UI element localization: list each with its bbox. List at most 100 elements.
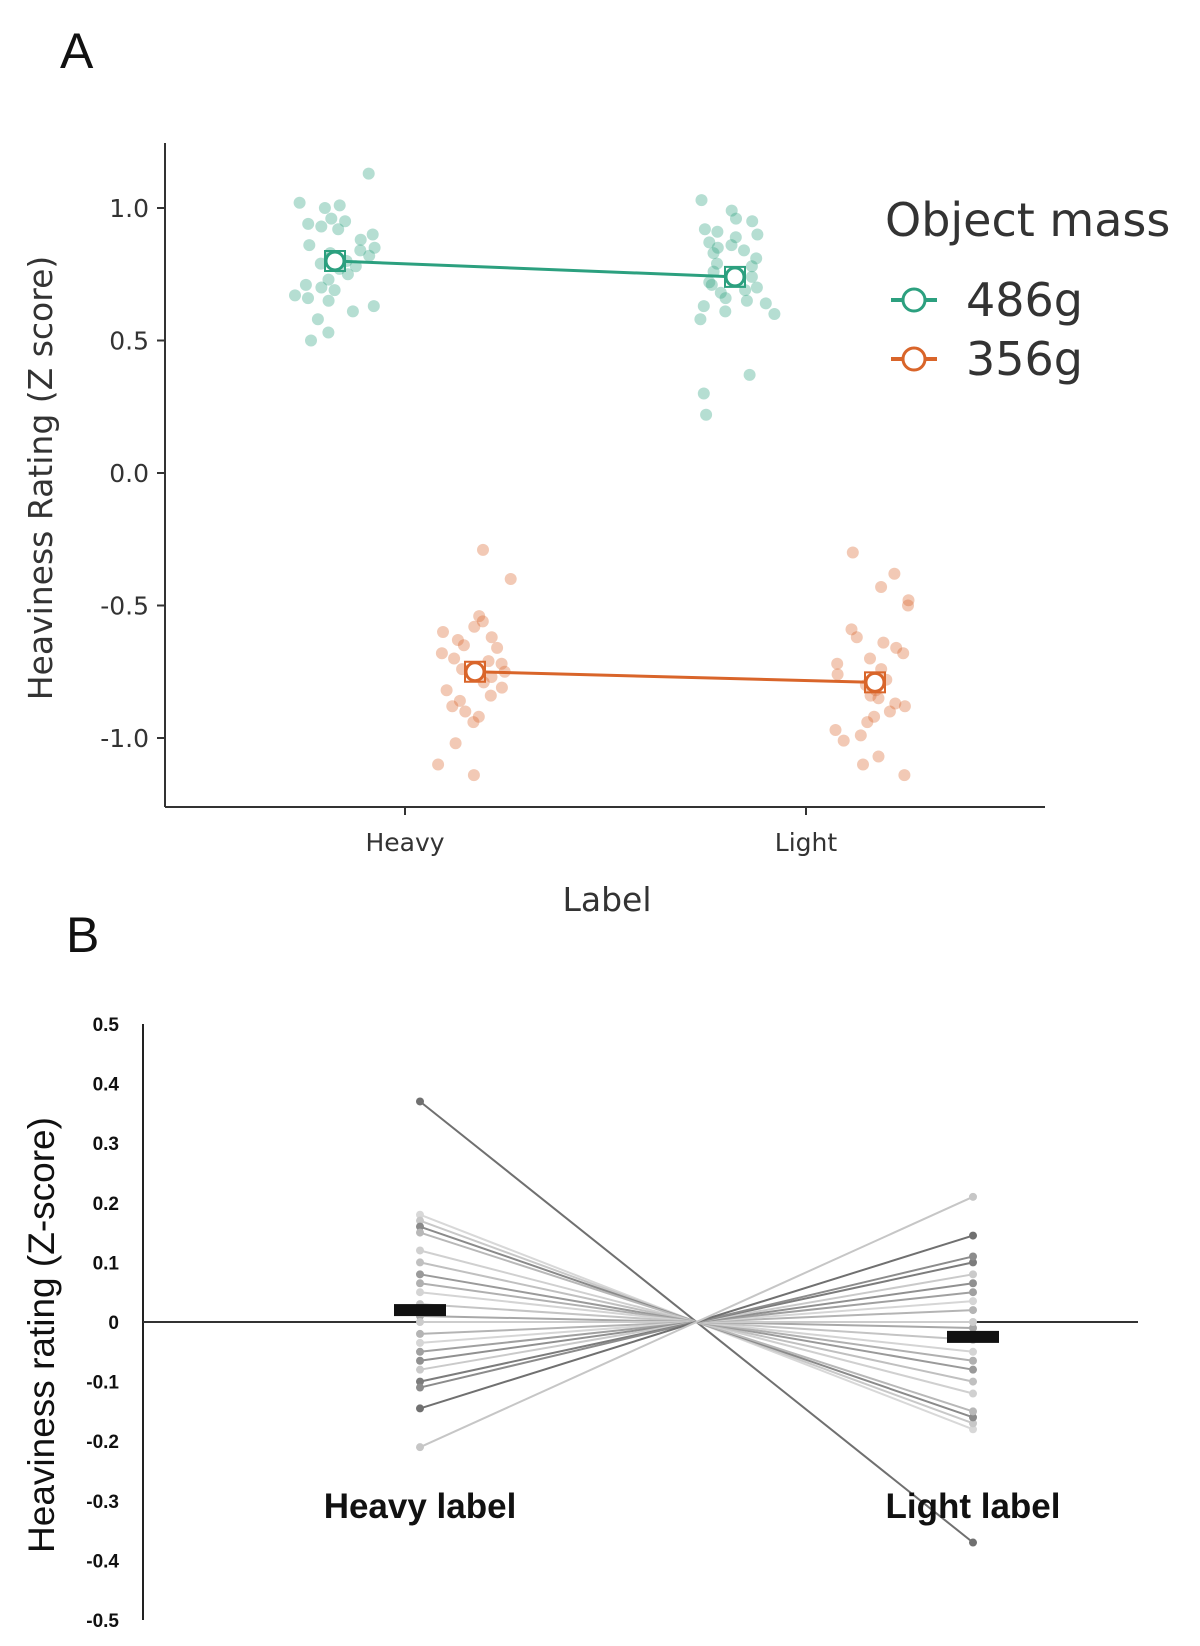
panel-a-point-486g: [697, 300, 710, 313]
panel-b-light-point: [969, 1323, 977, 1332]
panel-a-point-486g: [750, 281, 763, 294]
panel-a-point-486g: [725, 204, 738, 217]
panel-b-light-point: [969, 1288, 977, 1297]
panel-a-point-486g: [714, 286, 727, 299]
panel-a-point-356g: [902, 599, 914, 612]
panel-a-point-486g: [740, 294, 753, 307]
panel-a-point-356g: [883, 705, 896, 718]
panel-a-point-486g: [711, 225, 724, 238]
panel-a-x-ticks: Heavy Light: [365, 807, 837, 857]
panel-b-light-point: [969, 1252, 977, 1261]
panel-b-heavy-point: [416, 1228, 424, 1237]
panel-a-point-486g: [333, 199, 346, 212]
panel-a-point-356g: [829, 724, 842, 736]
panel-a-point-486g: [322, 326, 335, 339]
panel-a-point-356g: [864, 652, 876, 665]
panel-b-light-point: [969, 1318, 977, 1326]
panel-a-point-356g: [467, 716, 480, 729]
panel-a-point-356g: [850, 631, 863, 644]
panel-b-light-point: [969, 1347, 977, 1356]
panel-a-point-486g: [738, 244, 750, 257]
legend-title: Object mass: [885, 193, 1170, 247]
panel-a-point-486g: [725, 239, 738, 252]
panel-a-point-486g: [346, 305, 359, 318]
panel-a-point-486g: [302, 292, 314, 305]
panel-a-point-356g: [868, 710, 881, 723]
panel-b-y-tick-label: 0.4: [93, 1075, 120, 1096]
panel-a-point-486g: [730, 212, 742, 225]
panel-a-point-356g: [448, 652, 461, 665]
panel-a-point-486g: [363, 249, 376, 262]
panel-a-y-ticks: 1.0 0.5 0.0 -0.5 -1.0: [100, 194, 165, 753]
legend-label-486g: 486g: [966, 273, 1083, 327]
panel-a-point-486g: [339, 215, 352, 228]
panel-b-y-tick-label: 0.3: [93, 1134, 119, 1155]
panel-a-point-356g: [495, 657, 508, 670]
panel-b-heavy-point: [416, 1246, 424, 1255]
panel-a-point-356g: [861, 716, 874, 729]
panel-a-point-486g: [318, 202, 331, 214]
panel-b-y-tick-label: -0.2: [86, 1432, 119, 1453]
panel-a-point-486g: [711, 257, 723, 270]
panel-a-point-486g: [705, 278, 718, 291]
legend-label-356g: 356g: [966, 332, 1083, 386]
panel-a-point-486g: [305, 334, 317, 347]
panel-a-mean-marker-486g: [324, 250, 346, 272]
panel-a-axes: [164, 143, 1045, 808]
panel-a-mean-line-356g: [474, 670, 876, 684]
panel-b-heavy-point: [416, 1258, 424, 1267]
panel-b-light-point: [969, 1425, 977, 1434]
panel-b-heavy-point: [416, 1329, 424, 1338]
panel-a-x-axis-title: Label: [562, 880, 651, 919]
panel-a-letter: A: [60, 23, 94, 79]
panel-a-point-356g: [485, 671, 498, 683]
panel-b-y-tick-label: 0: [108, 1313, 119, 1334]
panel-a-point-486g: [303, 239, 316, 252]
panel-b-y-tick-label: -0.5: [86, 1611, 119, 1632]
panel-b-heavy-point: [416, 1270, 424, 1279]
panel-b-means: [394, 1304, 999, 1343]
panel-a-point-356g: [504, 573, 517, 585]
panel-b-y-tick-label: -0.1: [86, 1373, 119, 1394]
panel-b-heavy-point: [416, 1338, 424, 1347]
panel-b-heavy-point: [416, 1097, 424, 1106]
panel-a-means: [324, 250, 886, 694]
panel-b-heavy-point: [416, 1404, 424, 1413]
panel-b-light-point: [969, 1377, 977, 1386]
panel-a-point-356g: [457, 639, 470, 652]
panel-b-heavy-point: [416, 1377, 424, 1386]
panel-a-point-486g: [368, 241, 381, 254]
panel-b-light-point: [969, 1297, 977, 1306]
panel-b-light-point: [969, 1419, 977, 1428]
panel-a-point-486g: [302, 217, 315, 230]
panel-a-y-axis-title: Heaviness Rating (Z score): [21, 256, 60, 701]
panel-a-x-tick-label: Heavy: [365, 828, 444, 857]
panel-b-light-point: [969, 1258, 977, 1267]
panel-a-point-356g: [437, 626, 449, 638]
panel-b-y-tick-label: 0.1: [93, 1253, 120, 1274]
panel-a-point-356g: [831, 668, 844, 681]
panel-a-point-486g: [700, 408, 713, 421]
panel-a-point-356g: [440, 684, 453, 697]
panel-a-point-486g: [328, 284, 341, 297]
panel-a-point-356g: [435, 647, 448, 660]
panel-a-point-486g: [694, 313, 707, 326]
panel-a-point-356g: [476, 615, 489, 628]
panel-b-light-point: [969, 1365, 977, 1374]
panel-a-point-356g: [898, 700, 911, 713]
panel-a-mean-marker-356g: [864, 671, 886, 693]
panel-a-point-356g: [846, 546, 859, 559]
panel-a-point-486g: [751, 228, 764, 241]
panel-a-point-356g: [459, 705, 472, 718]
panel-b-light-point: [969, 1192, 977, 1201]
panel-a-point-356g: [872, 750, 885, 763]
panel-a-point-486g: [707, 247, 720, 260]
panel-a-point-486g: [322, 273, 335, 286]
panel-a-mean-line-486g: [334, 259, 736, 279]
panel-b-light-point: [969, 1389, 977, 1398]
panel-a-point-486g: [719, 292, 732, 305]
panel-b-light-point: [969, 1413, 977, 1422]
panel-a-point-356g: [897, 647, 910, 660]
panel-a-point-486g: [745, 260, 758, 273]
panel-a-point-356g: [898, 769, 911, 782]
